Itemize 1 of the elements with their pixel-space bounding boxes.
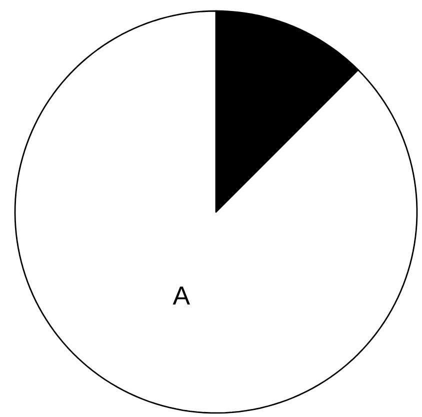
slice-label: A [172, 286, 190, 304]
